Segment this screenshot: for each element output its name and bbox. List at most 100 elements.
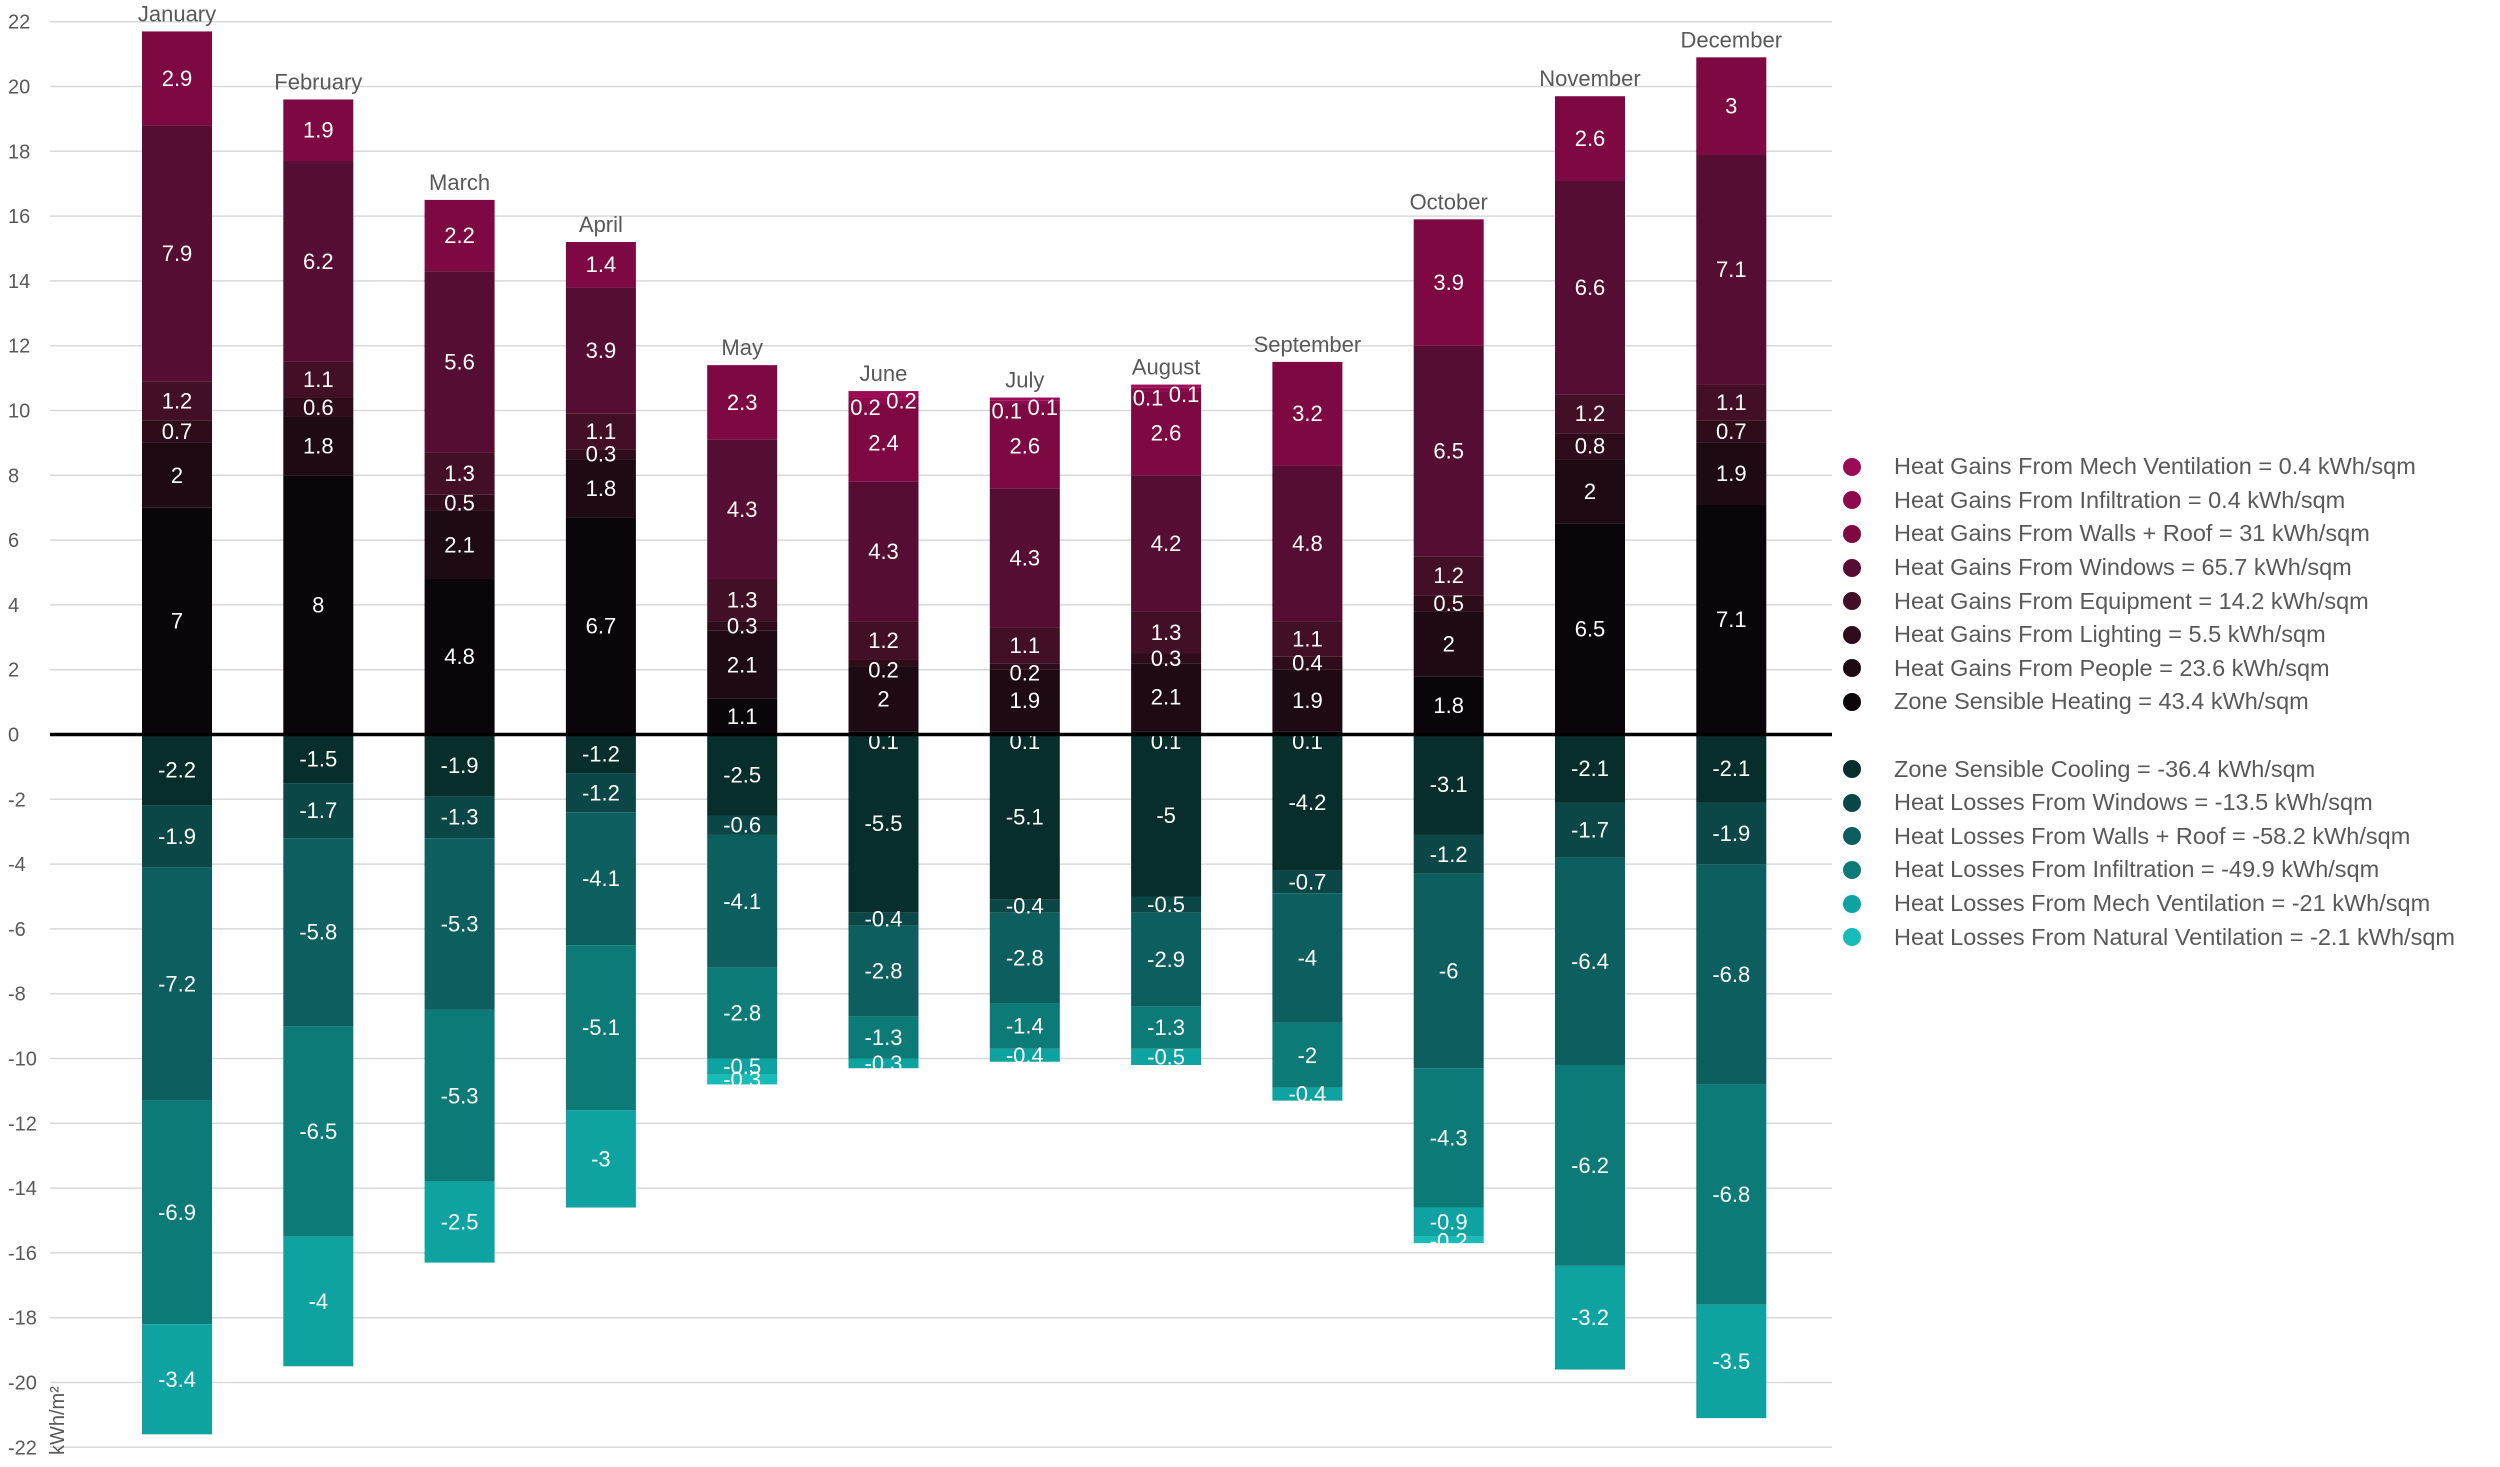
legend-spacer bbox=[1843, 719, 2493, 753]
bar-segment bbox=[1131, 475, 1202, 612]
month-label: May bbox=[721, 335, 763, 360]
bar-segment bbox=[989, 397, 1060, 401]
data-label: 2.3 bbox=[727, 390, 758, 415]
bar-segment bbox=[707, 1074, 778, 1085]
bar-segment bbox=[707, 439, 778, 579]
bar-segment bbox=[1555, 734, 1625, 803]
data-label: -0.6 bbox=[723, 813, 761, 838]
bar-segment bbox=[707, 815, 778, 835]
bar-segment bbox=[424, 271, 495, 453]
legend-item: Heat Losses From Walls + Roof = -58.2 kW… bbox=[1843, 820, 2493, 854]
data-label: 2 bbox=[1443, 631, 1455, 656]
y-tick-label: -18 bbox=[8, 1308, 37, 1330]
data-label: -5.3 bbox=[441, 1083, 479, 1108]
bar-segment bbox=[283, 734, 354, 784]
legend-item: Heat Losses From Mech Ventilation = -21 … bbox=[1843, 887, 2493, 921]
data-label: -0.4 bbox=[865, 907, 903, 932]
data-label: -6.5 bbox=[299, 1119, 337, 1144]
y-tick-label: 0 bbox=[8, 725, 19, 747]
bar-segment bbox=[1131, 734, 1202, 897]
data-label: -0.5 bbox=[1147, 1044, 1185, 1069]
bar-segment bbox=[1413, 834, 1484, 874]
month-label: June bbox=[860, 361, 908, 386]
bar-segment bbox=[142, 420, 212, 443]
data-label: 1.2 bbox=[1575, 401, 1606, 426]
bar-segment bbox=[848, 666, 919, 732]
bar-segment bbox=[283, 783, 354, 839]
bar-segment bbox=[424, 452, 495, 495]
data-label: -0.3 bbox=[865, 1051, 903, 1076]
y-tick-label: -14 bbox=[8, 1178, 37, 1200]
data-label: -4.1 bbox=[582, 866, 620, 891]
data-label: 0.1 bbox=[1292, 729, 1323, 754]
bar-segment bbox=[1555, 96, 1625, 181]
legend-item: Heat Gains From Windows = 65.7 kWh/sqm bbox=[1843, 551, 2493, 585]
data-label: -1.9 bbox=[1712, 821, 1750, 846]
bar-segment bbox=[707, 1058, 778, 1075]
data-label: 4.8 bbox=[444, 644, 475, 669]
bar-segment bbox=[142, 1324, 212, 1435]
bar-segment bbox=[989, 663, 1060, 670]
bar-segment bbox=[1272, 669, 1343, 732]
legend-swatch bbox=[1843, 860, 1861, 879]
legend-item: Heat Losses From Natural Ventilation = -… bbox=[1843, 920, 2493, 954]
data-label: 3.2 bbox=[1292, 401, 1323, 426]
data-label: 0.3 bbox=[586, 442, 617, 467]
data-label: 2.4 bbox=[868, 430, 899, 455]
data-label: -0.4 bbox=[1006, 1043, 1044, 1068]
bar-segment bbox=[1272, 870, 1343, 894]
data-label: 1.1 bbox=[1716, 390, 1747, 415]
data-label: -6.2 bbox=[1571, 1153, 1609, 1178]
y-axis-label: kWh/m² bbox=[47, 1386, 69, 1455]
y-tick-label: 16 bbox=[8, 206, 30, 228]
bar-segment bbox=[707, 630, 778, 699]
data-label: 6.5 bbox=[1433, 439, 1464, 464]
data-label: -4 bbox=[1298, 946, 1318, 971]
legend-label: Zone Sensible Cooling = -36.4 kWh/sqm bbox=[1894, 755, 2316, 782]
legend-label: Zone Sensible Heating = 43.4 kWh/sqm bbox=[1894, 688, 2309, 715]
data-label: 0.1 bbox=[1151, 729, 1182, 754]
legend-swatch bbox=[1843, 793, 1861, 812]
y-tick-label: 4 bbox=[8, 595, 19, 617]
data-label: 0.3 bbox=[1151, 646, 1182, 671]
data-label: -3.2 bbox=[1571, 1305, 1609, 1330]
data-label: 1.3 bbox=[727, 588, 758, 613]
data-label: 1.9 bbox=[1010, 688, 1041, 713]
month-label: April bbox=[579, 212, 623, 237]
data-label: -1.2 bbox=[1430, 842, 1468, 867]
data-label: 0.1 bbox=[1169, 382, 1200, 407]
bar-segment bbox=[1555, 180, 1625, 395]
legend-swatch bbox=[1843, 625, 1861, 644]
bar-segment bbox=[283, 416, 354, 476]
month-label: October bbox=[1410, 189, 1488, 214]
bar-segment bbox=[1131, 896, 1202, 913]
data-label: -5.5 bbox=[865, 811, 903, 836]
data-label: 0.6 bbox=[303, 395, 334, 420]
bar-segment bbox=[565, 945, 636, 1111]
data-label: 1.9 bbox=[1292, 688, 1323, 713]
bar-segment bbox=[1131, 1048, 1202, 1065]
data-label: -5.1 bbox=[1006, 805, 1044, 830]
bar-segment bbox=[848, 621, 919, 660]
legend-swatch bbox=[1843, 659, 1861, 678]
data-label: -2.9 bbox=[1147, 947, 1185, 972]
bar-segment bbox=[283, 1236, 354, 1367]
data-label: -2.5 bbox=[723, 763, 761, 788]
bar-segment bbox=[142, 805, 212, 868]
bar-segment bbox=[283, 99, 354, 162]
month-label: March bbox=[429, 170, 490, 195]
bar-segment bbox=[424, 578, 495, 735]
y-tick-label: -2 bbox=[8, 789, 26, 811]
legend-label: Heat Gains From Windows = 65.7 kWh/sqm bbox=[1894, 554, 2352, 581]
legend-label: Heat Losses From Infiltration = -49.9 kW… bbox=[1894, 856, 2380, 883]
legend-swatch bbox=[1843, 457, 1861, 476]
bar-segment bbox=[1696, 384, 1767, 421]
y-tick-label: -20 bbox=[8, 1373, 37, 1395]
data-label: -4.3 bbox=[1430, 1125, 1468, 1150]
bar-segment bbox=[1272, 893, 1343, 1023]
data-label: 1.2 bbox=[868, 628, 899, 653]
data-label: -7.2 bbox=[158, 971, 196, 996]
y-tick-label: -4 bbox=[8, 854, 26, 876]
bar-segment bbox=[1131, 653, 1202, 664]
bar-segment bbox=[1555, 459, 1625, 524]
